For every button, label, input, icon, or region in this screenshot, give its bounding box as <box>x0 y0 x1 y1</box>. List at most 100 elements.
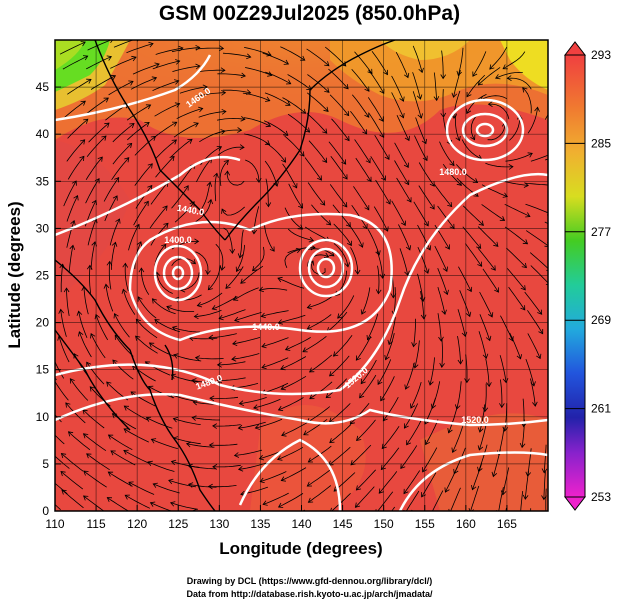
streamline-arrowhead <box>114 176 120 183</box>
streamline-arrowhead <box>478 220 484 226</box>
streamline <box>55 482 68 495</box>
streamline-arrowhead <box>134 223 140 230</box>
streamline <box>354 139 371 164</box>
streamline <box>479 404 486 433</box>
streamline-arrowhead <box>60 452 67 459</box>
streamline <box>355 157 372 182</box>
streamline-arrowhead <box>143 200 149 207</box>
streamline-arrowhead <box>253 404 259 410</box>
streamline <box>359 374 377 399</box>
streamline <box>478 331 487 359</box>
streamline-arrowhead <box>365 158 371 164</box>
streamline <box>355 336 372 361</box>
colorbar-tick-label: 261 <box>591 402 611 416</box>
streamline <box>432 490 444 511</box>
streamline-arrowhead <box>486 382 492 388</box>
streamline-arrowhead <box>258 286 265 293</box>
streamline <box>500 180 529 186</box>
contour-label: 1440.0 <box>176 203 205 218</box>
streamline-arrowhead <box>433 96 440 102</box>
streamline-arrowhead <box>420 314 427 320</box>
streamline <box>360 359 377 384</box>
streamline <box>153 483 180 494</box>
streamline-arrowhead <box>502 378 509 384</box>
streamline <box>331 118 350 141</box>
streamline <box>127 122 150 141</box>
streamline <box>410 381 422 409</box>
streamline-arrowhead <box>191 415 197 421</box>
streamline <box>414 340 420 368</box>
streamline-arrowhead <box>78 331 84 337</box>
streamline <box>108 434 133 451</box>
streamline-arrowhead <box>211 304 217 311</box>
colorbar-tick-label: 269 <box>591 313 611 327</box>
streamline-arrowhead <box>239 144 245 150</box>
streamline <box>67 118 89 139</box>
streamline <box>371 51 388 75</box>
streamline <box>245 159 260 183</box>
streamline <box>262 52 289 65</box>
streamline-arrowhead <box>207 483 213 490</box>
streamline <box>485 358 490 387</box>
streamline <box>278 314 306 324</box>
streamline <box>60 309 67 337</box>
streamline-arrowhead <box>457 359 464 365</box>
streamline-arrowhead <box>240 72 246 79</box>
streamline <box>152 80 179 92</box>
streamline <box>245 67 273 76</box>
streamline-arrowhead <box>399 96 405 102</box>
streamline-arrowhead <box>238 400 244 406</box>
streamline-arrowhead <box>466 286 473 293</box>
streamline-arrowhead <box>86 264 93 270</box>
streamline <box>66 139 85 162</box>
streamline <box>329 403 351 423</box>
streamline <box>477 226 499 247</box>
streamline <box>380 447 400 470</box>
streamline <box>500 379 503 408</box>
streamline <box>437 268 448 295</box>
streamline-arrowhead <box>330 507 332 511</box>
streamline-arrowhead <box>277 405 284 412</box>
streamline <box>306 48 330 67</box>
streamline-arrowhead <box>325 393 331 399</box>
streamline <box>405 362 415 390</box>
streamline <box>396 177 412 203</box>
streamline <box>240 265 264 284</box>
streamline <box>412 72 421 100</box>
streamline-arrowhead <box>536 353 542 360</box>
streamline-arrowhead <box>380 464 386 471</box>
streamline-arrowhead <box>106 497 113 503</box>
streamline <box>368 113 385 138</box>
streamline <box>239 397 267 405</box>
y-tick-label: 15 <box>36 363 50 377</box>
streamline-arrowhead <box>151 76 158 82</box>
streamline <box>62 55 88 70</box>
streamline-arrowhead <box>130 391 136 397</box>
streamline <box>86 56 112 70</box>
streamline-arrowhead <box>553 405 558 409</box>
streamline-arrowhead <box>238 516 242 521</box>
streamline-arrowhead <box>520 305 526 311</box>
streamline <box>242 92 270 102</box>
contour-label: 1480.0 <box>439 167 467 177</box>
streamline <box>65 402 86 424</box>
streamline-arrowhead <box>502 64 508 70</box>
streamline <box>59 41 86 55</box>
streamline-arrowhead <box>174 102 181 108</box>
streamline-arrowhead <box>224 170 231 176</box>
streamline <box>108 80 134 96</box>
streamline-arrowhead <box>185 441 192 448</box>
streamline-arrowhead <box>163 222 169 228</box>
streamline <box>329 355 350 377</box>
streamline <box>55 455 70 469</box>
streamline-arrowhead <box>110 450 116 456</box>
streamline <box>415 117 427 144</box>
streamline <box>83 286 89 315</box>
streamline <box>78 331 92 358</box>
streamline <box>234 449 263 456</box>
streamline <box>63 180 77 207</box>
streamline <box>418 185 435 210</box>
streamline <box>234 312 262 321</box>
streamline <box>146 417 173 429</box>
y-tick-label: 35 <box>36 174 50 188</box>
